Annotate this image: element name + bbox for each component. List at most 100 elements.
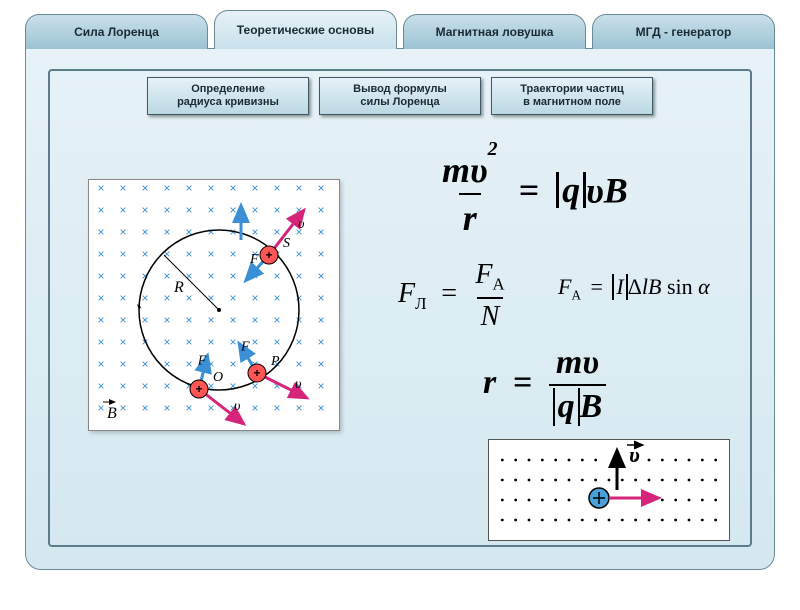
subtab-derivation[interactable]: Вывод формулы силы Лоренца [319, 77, 481, 115]
svg-text:×: × [97, 181, 104, 195]
svg-text:S: S [283, 236, 290, 251]
tab-lorentz-force[interactable]: Сила Лоренца [25, 14, 208, 49]
svg-text:×: × [119, 335, 126, 349]
svg-text:×: × [185, 181, 192, 195]
svg-text:F: F [240, 340, 250, 355]
formula-centripetal: mυ2 r = qυB [438, 149, 628, 239]
svg-text:×: × [207, 269, 214, 283]
svg-text:×: × [97, 401, 104, 415]
svg-text:×: × [229, 379, 236, 393]
subtab-trajectories[interactable]: Траектории частиц в магнитном поле [491, 77, 653, 115]
svg-text:×: × [207, 313, 214, 327]
svg-text:×: × [119, 203, 126, 217]
svg-text:×: × [251, 313, 258, 327]
svg-text:×: × [229, 247, 236, 261]
svg-text:×: × [251, 335, 258, 349]
svg-text:×: × [163, 335, 170, 349]
svg-text:×: × [207, 203, 214, 217]
svg-text:×: × [97, 291, 104, 305]
content-panel: Определение радиуса кривизны Вывод форму… [25, 48, 775, 570]
formula-fl: FЛ = FA N [398, 259, 509, 333]
svg-text:×: × [295, 357, 302, 371]
svg-text:υ: υ [234, 399, 240, 414]
tab-label: МГД - генератор [636, 25, 732, 39]
svg-text:υ: υ [298, 217, 304, 232]
tab-theory[interactable]: Теоретические основы [214, 10, 397, 49]
svg-text:B: B [107, 405, 117, 422]
subtab-label: Траектории частиц в магнитном поле [520, 83, 624, 108]
svg-text:×: × [163, 225, 170, 239]
svg-text:×: × [317, 269, 324, 283]
svg-text:×: × [97, 335, 104, 349]
svg-text:×: × [229, 269, 236, 283]
svg-text:×: × [207, 335, 214, 349]
svg-text:×: × [207, 357, 214, 371]
subtab-label: Определение радиуса кривизны [177, 83, 279, 108]
svg-text:×: × [251, 401, 258, 415]
svg-text:×: × [119, 357, 126, 371]
svg-text:×: × [317, 181, 324, 195]
svg-text:×: × [119, 181, 126, 195]
svg-text:×: × [273, 269, 280, 283]
svg-text:×: × [295, 335, 302, 349]
subtab-label: Вывод формулы силы Лоренца [353, 83, 447, 108]
sub-tabs: Определение радиуса кривизны Вывод форму… [26, 77, 774, 115]
svg-text:×: × [251, 203, 258, 217]
tab-magnetic-trap[interactable]: Магнитная ловушка [403, 14, 586, 49]
svg-text:×: × [97, 269, 104, 283]
svg-text:×: × [163, 379, 170, 393]
svg-text:×: × [229, 335, 236, 349]
svg-text:×: × [317, 335, 324, 349]
svg-text:×: × [119, 379, 126, 393]
svg-text:×: × [119, 269, 126, 283]
svg-text:×: × [141, 247, 148, 261]
formula-fa: FA = IΔlB sin α [558, 274, 710, 303]
svg-text:×: × [317, 357, 324, 371]
svg-text:×: × [163, 401, 170, 415]
svg-text:×: × [295, 401, 302, 415]
svg-text:×: × [207, 225, 214, 239]
formula-radius: r = mυ qB [483, 344, 606, 426]
svg-text:×: × [273, 313, 280, 327]
svg-text:×: × [97, 357, 104, 371]
svg-text:×: × [273, 225, 280, 239]
svg-text:×: × [207, 401, 214, 415]
svg-text:×: × [185, 401, 192, 415]
svg-text:×: × [317, 379, 324, 393]
svg-text:×: × [185, 291, 192, 305]
svg-text:×: × [163, 269, 170, 283]
svg-text:×: × [185, 247, 192, 261]
svg-text:O: O [213, 370, 223, 385]
svg-text:×: × [229, 357, 236, 371]
svg-text:×: × [185, 357, 192, 371]
svg-text:×: × [119, 247, 126, 261]
svg-text:×: × [317, 401, 324, 415]
svg-text:×: × [229, 181, 236, 195]
svg-text:F: F [249, 252, 259, 267]
tab-mhd-generator[interactable]: МГД - генератор [592, 14, 775, 49]
svg-text:×: × [119, 291, 126, 305]
svg-text:×: × [251, 291, 258, 305]
svg-text:×: × [317, 313, 324, 327]
svg-text:×: × [273, 335, 280, 349]
svg-text:×: × [141, 313, 148, 327]
svg-text:×: × [185, 335, 192, 349]
svg-text:×: × [141, 181, 148, 195]
svg-text:×: × [141, 225, 148, 239]
content-area: × × × × × × × × × × × × × × × × × × × × × × × × × × × × × × × × × × × × × × × ×… [48, 129, 752, 547]
svg-text:×: × [97, 225, 104, 239]
svg-text:×: × [141, 291, 148, 305]
svg-text:×: × [207, 247, 214, 261]
svg-text:×: × [207, 181, 214, 195]
svg-text:+: + [265, 248, 272, 262]
svg-text:×: × [295, 247, 302, 261]
svg-text:+: + [253, 366, 260, 380]
main-tabs: Сила Лоренца Теоретические основы Магнит… [25, 10, 775, 48]
field-out-diagram: υ [488, 439, 730, 541]
tab-label: Теоретические основы [237, 23, 374, 37]
svg-text:υ: υ [295, 377, 301, 392]
svg-text:×: × [163, 181, 170, 195]
subtab-radius[interactable]: Определение радиуса кривизны [147, 77, 309, 115]
svg-text:P: P [270, 354, 280, 369]
svg-text:×: × [185, 313, 192, 327]
